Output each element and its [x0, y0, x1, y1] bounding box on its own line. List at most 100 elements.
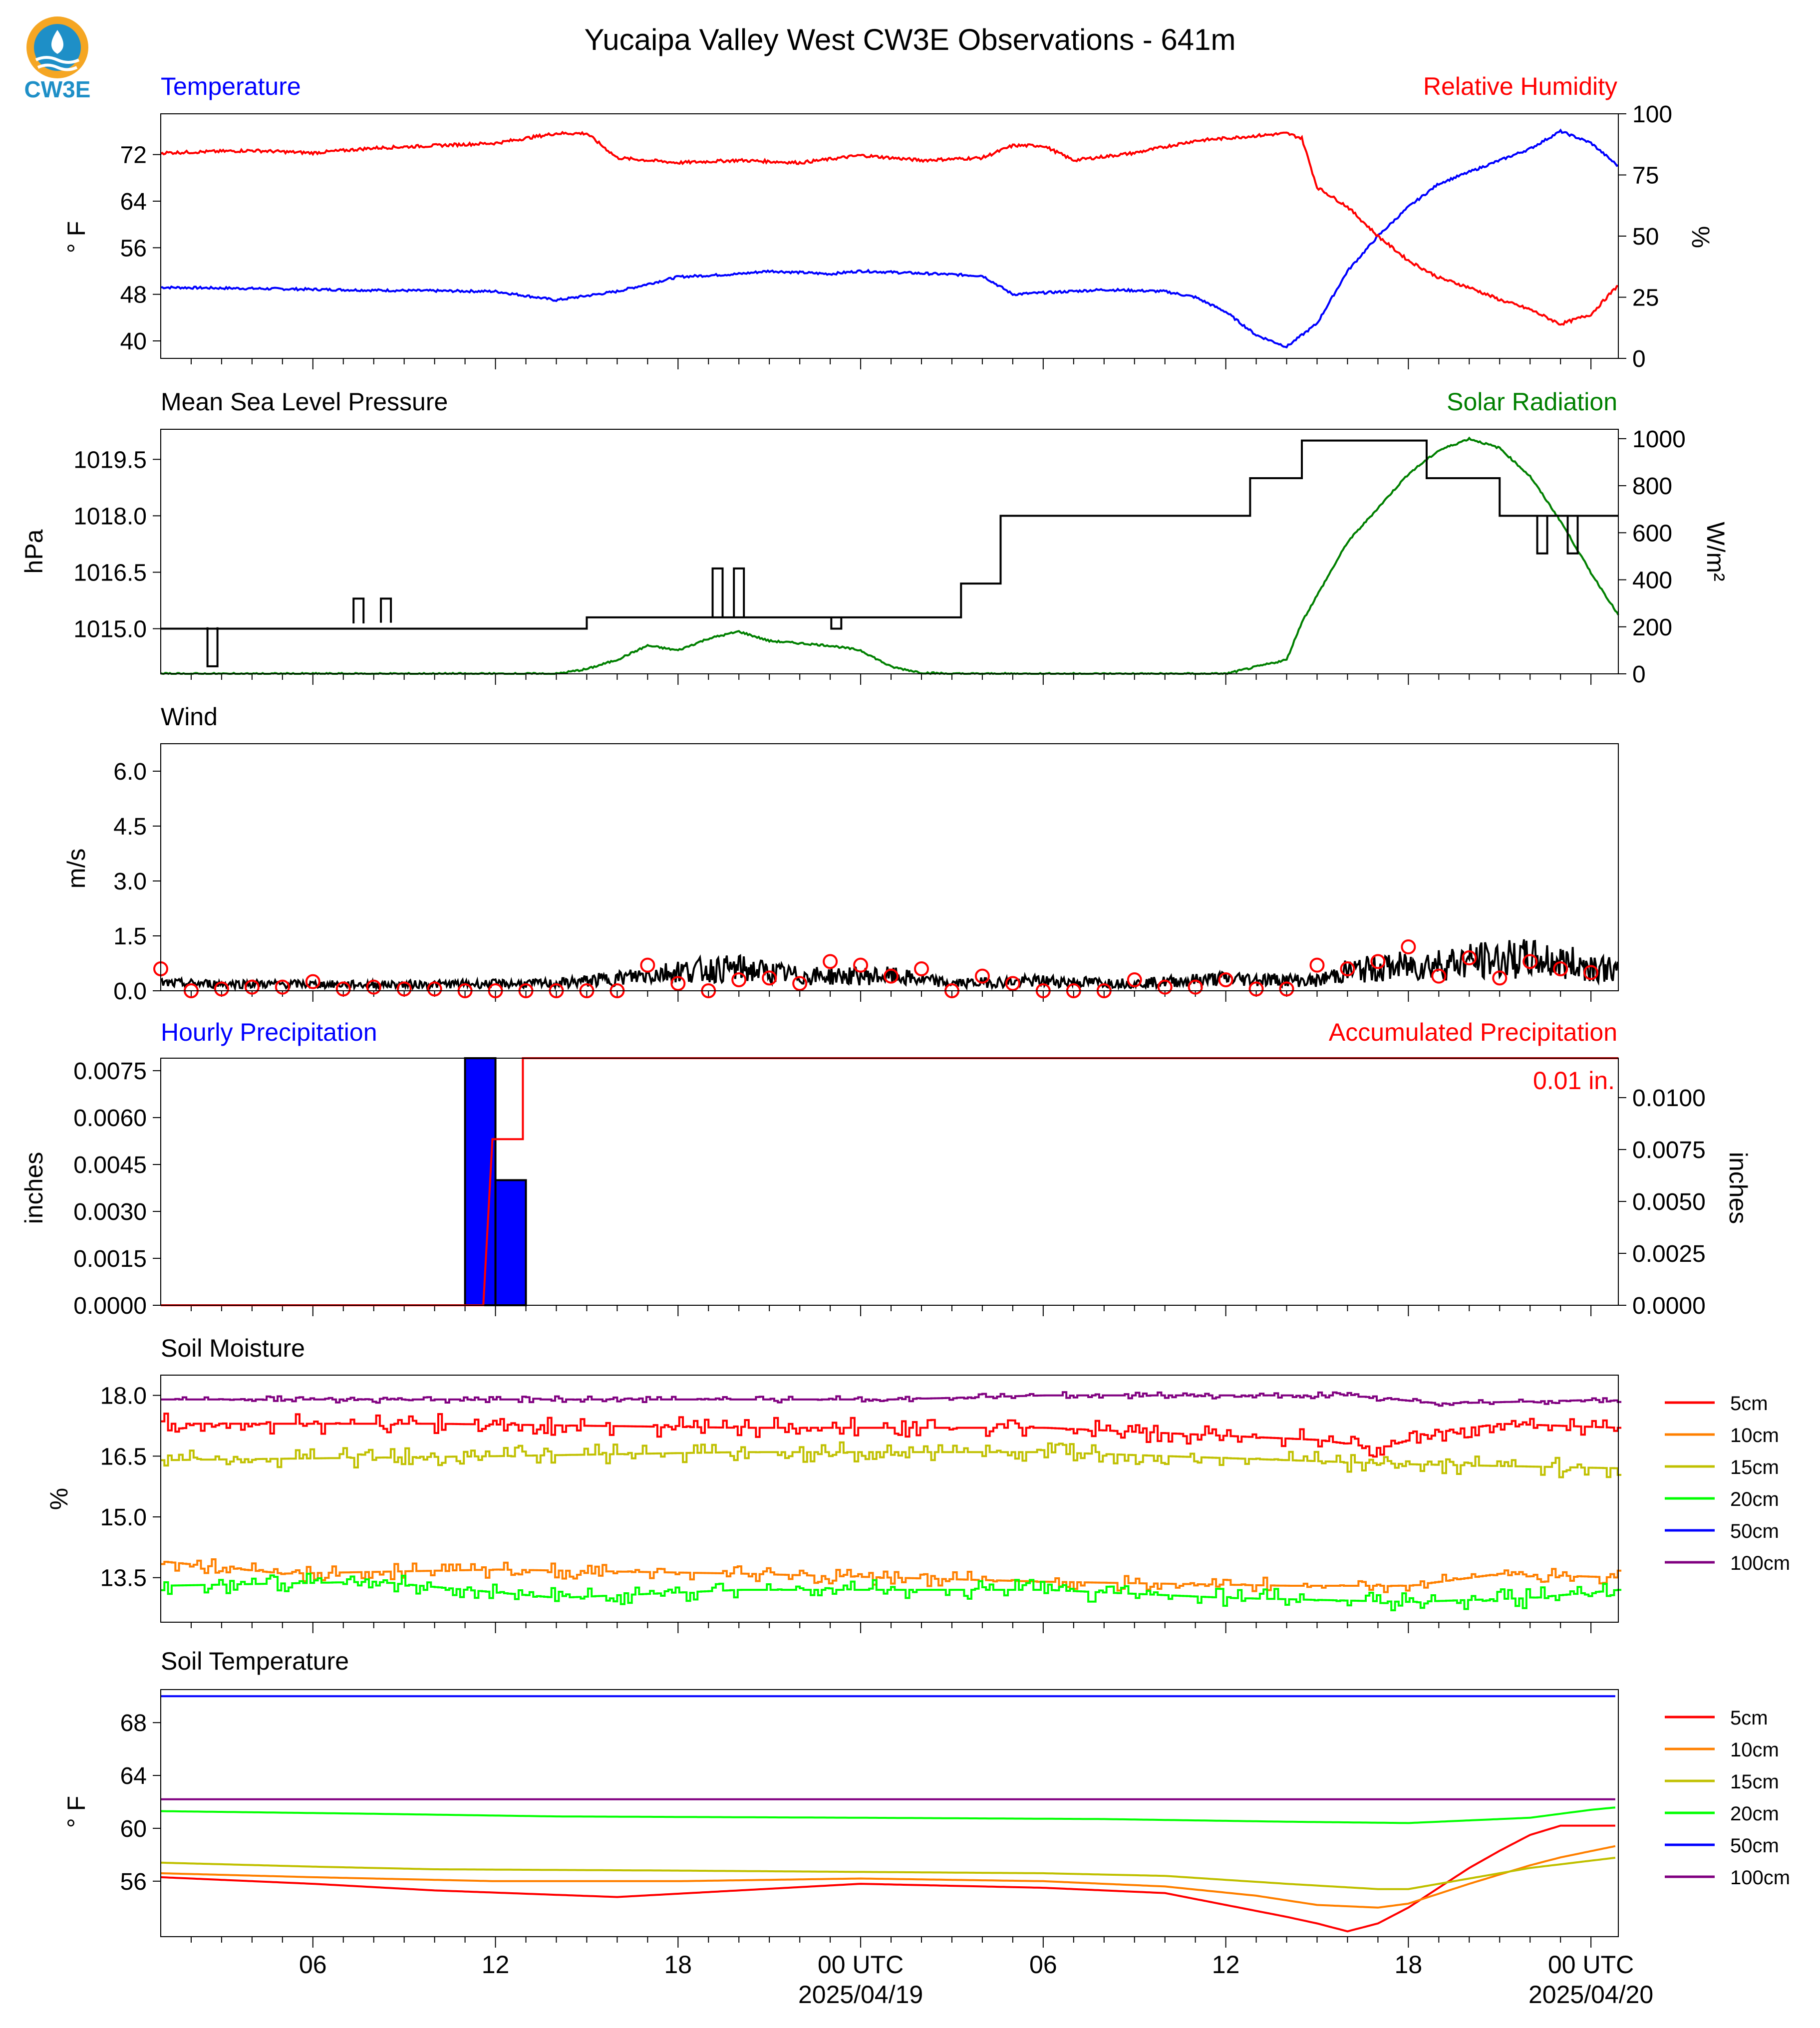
legend-label-20cm: 20cm [1730, 1488, 1779, 1510]
y-tick-label: 50 [1632, 224, 1659, 250]
soil-temp-legend: 5cm 10cm 15cm 20cm 50cm 100cm [1665, 1707, 1790, 1889]
y-tick-label: 1019.5 [73, 447, 147, 473]
y-tick-label: 600 [1632, 520, 1672, 547]
panel-soil-temp: Soil Temperature ° F 56 60 64 68 5cm 10cm 15c… [62, 1647, 1790, 2009]
cw3e-logo: CW3E [24, 16, 90, 102]
soil-moisture-lines [161, 1391, 1622, 1612]
y-tick-label: 6.0 [113, 759, 147, 785]
rh-ylabel: % [1687, 226, 1715, 248]
gust-marker [914, 961, 929, 976]
legend-label-5cm: 5cm [1730, 1393, 1768, 1415]
y-tick-label: 0.0000 [73, 1293, 147, 1319]
gust-marker [396, 981, 412, 997]
soil-moisture-frame [160, 1375, 1619, 1623]
panel-soil-moisture: Soil Moisture % 13.5 15.0 16.5 18.0 5cm 10cm… [45, 1334, 1790, 1633]
gust-marker [1340, 961, 1355, 976]
x-tick-label: 18 [1395, 1951, 1423, 1979]
wind-frame [160, 743, 1619, 991]
gust-marker [427, 981, 442, 997]
y-tick-label: 68 [120, 1710, 147, 1737]
pressure-ylabel: hPa [20, 529, 48, 574]
y-tick-label: 1016.5 [73, 560, 147, 586]
y-tick-label: 0.0045 [73, 1152, 147, 1178]
wind-ylabel: m/s [62, 849, 90, 889]
gust-marker [1279, 981, 1294, 997]
gust-marker [1370, 954, 1386, 969]
panel-precip: Hourly Precipitation Accumulated Precipi… [20, 1018, 1752, 1319]
y-tick-label: 0 [1632, 346, 1646, 372]
y-tick-label: 1015.0 [73, 616, 147, 643]
x-tick-label: 06 [1029, 1951, 1057, 1979]
pressure-title: Mean Sea Level Pressure [161, 388, 448, 416]
gust-marker [1401, 939, 1416, 954]
x-date-label: 2025/04/19 [798, 1981, 923, 2009]
y-tick-label: 0.0100 [1632, 1085, 1706, 1112]
pressure-spike [1536, 516, 1548, 555]
soil-moisture-ylabel: % [45, 1488, 73, 1510]
gust-marker [244, 979, 260, 995]
pressure-spike [352, 597, 365, 624]
gust-marker [670, 976, 686, 991]
gust-marker [1309, 957, 1325, 973]
y-tick-label: 16.5 [100, 1444, 147, 1470]
legend-label-50cm: 50cm [1730, 1835, 1779, 1857]
y-tick-label: 4.5 [113, 814, 147, 840]
y-tick-label: 0.0 [113, 978, 147, 1005]
x-tick-label: 12 [482, 1951, 510, 1979]
soil-temp-title: Soil Temperature [161, 1647, 349, 1675]
panel-temp-rh: Temperature Relative Humidity ° F % 40 48… [62, 72, 1715, 372]
figure-title: Yucaipa Valley West CW3E Observations - … [585, 23, 1236, 56]
pressure-solar-frame [160, 429, 1619, 674]
y-tick-label: 200 [1632, 614, 1672, 641]
soil-moisture-5cm-line [161, 1413, 1622, 1458]
y-tick-label: 800 [1632, 473, 1672, 500]
gust-marker [731, 972, 747, 987]
soil-moisture-10cm-line [161, 1558, 1622, 1593]
gust-marker [884, 968, 899, 984]
gust-marker [1492, 970, 1508, 986]
x-tick-label: 00 UTC [818, 1951, 904, 1979]
legend-label-5cm: 5cm [1730, 1707, 1768, 1729]
precip-ylabel-left: inches [20, 1152, 48, 1224]
y-tick-label: 0 [1632, 661, 1646, 688]
y-tick-label: 25 [1632, 285, 1659, 311]
y-tick-label: 40 [120, 328, 147, 355]
y-tick-label: 64 [120, 189, 147, 215]
pressure-spike [380, 597, 392, 623]
rh-title: Relative Humidity [1423, 72, 1617, 100]
precip-total-label: 0.01 in. [1533, 1067, 1615, 1095]
y-tick-label: 100 [1632, 101, 1672, 128]
soil-moisture-legend: 5cm 10cm 15cm 20cm 50cm 100cm [1665, 1393, 1790, 1574]
legend-label-15cm: 15cm [1730, 1771, 1779, 1793]
gust-marker [640, 957, 655, 973]
gust-marker [853, 957, 869, 973]
accum-precip-title: Accumulated Precipitation [1329, 1018, 1617, 1046]
y-tick-label: 0.0075 [73, 1058, 147, 1085]
gust-marker [1248, 981, 1264, 997]
pressure-step [161, 439, 1618, 630]
soil-temp-20cm-line [160, 1806, 1616, 1824]
legend-label-100cm: 100cm [1730, 1867, 1790, 1889]
gust-marker [366, 979, 381, 995]
y-tick-label: 64 [120, 1763, 147, 1789]
soil-temp-ylabel: ° F [62, 1796, 90, 1828]
y-tick-label: 75 [1632, 163, 1659, 189]
y-tick-label: 56 [120, 1869, 147, 1895]
pressure-spike [830, 617, 843, 630]
legend-label-20cm: 20cm [1730, 1803, 1779, 1825]
x-tick-label: 12 [1212, 1951, 1240, 1979]
y-tick-label: 48 [120, 282, 147, 308]
gust-marker [214, 981, 229, 997]
pressure-spike [711, 567, 724, 617]
y-tick-label: 0.0025 [1632, 1241, 1706, 1267]
panel-wind: Wind m/s 0.0 1.5 3.0 4.5 6.0 [62, 703, 1619, 1005]
pressure-spike [1566, 516, 1579, 555]
y-tick-label: 13.5 [100, 1565, 147, 1592]
legend-label-50cm: 50cm [1730, 1520, 1779, 1542]
y-tick-label: 18.0 [100, 1383, 147, 1410]
solar-ylabel: W/m² [1702, 522, 1730, 581]
y-tick-label: 0.0060 [73, 1105, 147, 1132]
panel-pressure-solar: Mean Sea Level Pressure Solar Radiation … [20, 388, 1730, 688]
